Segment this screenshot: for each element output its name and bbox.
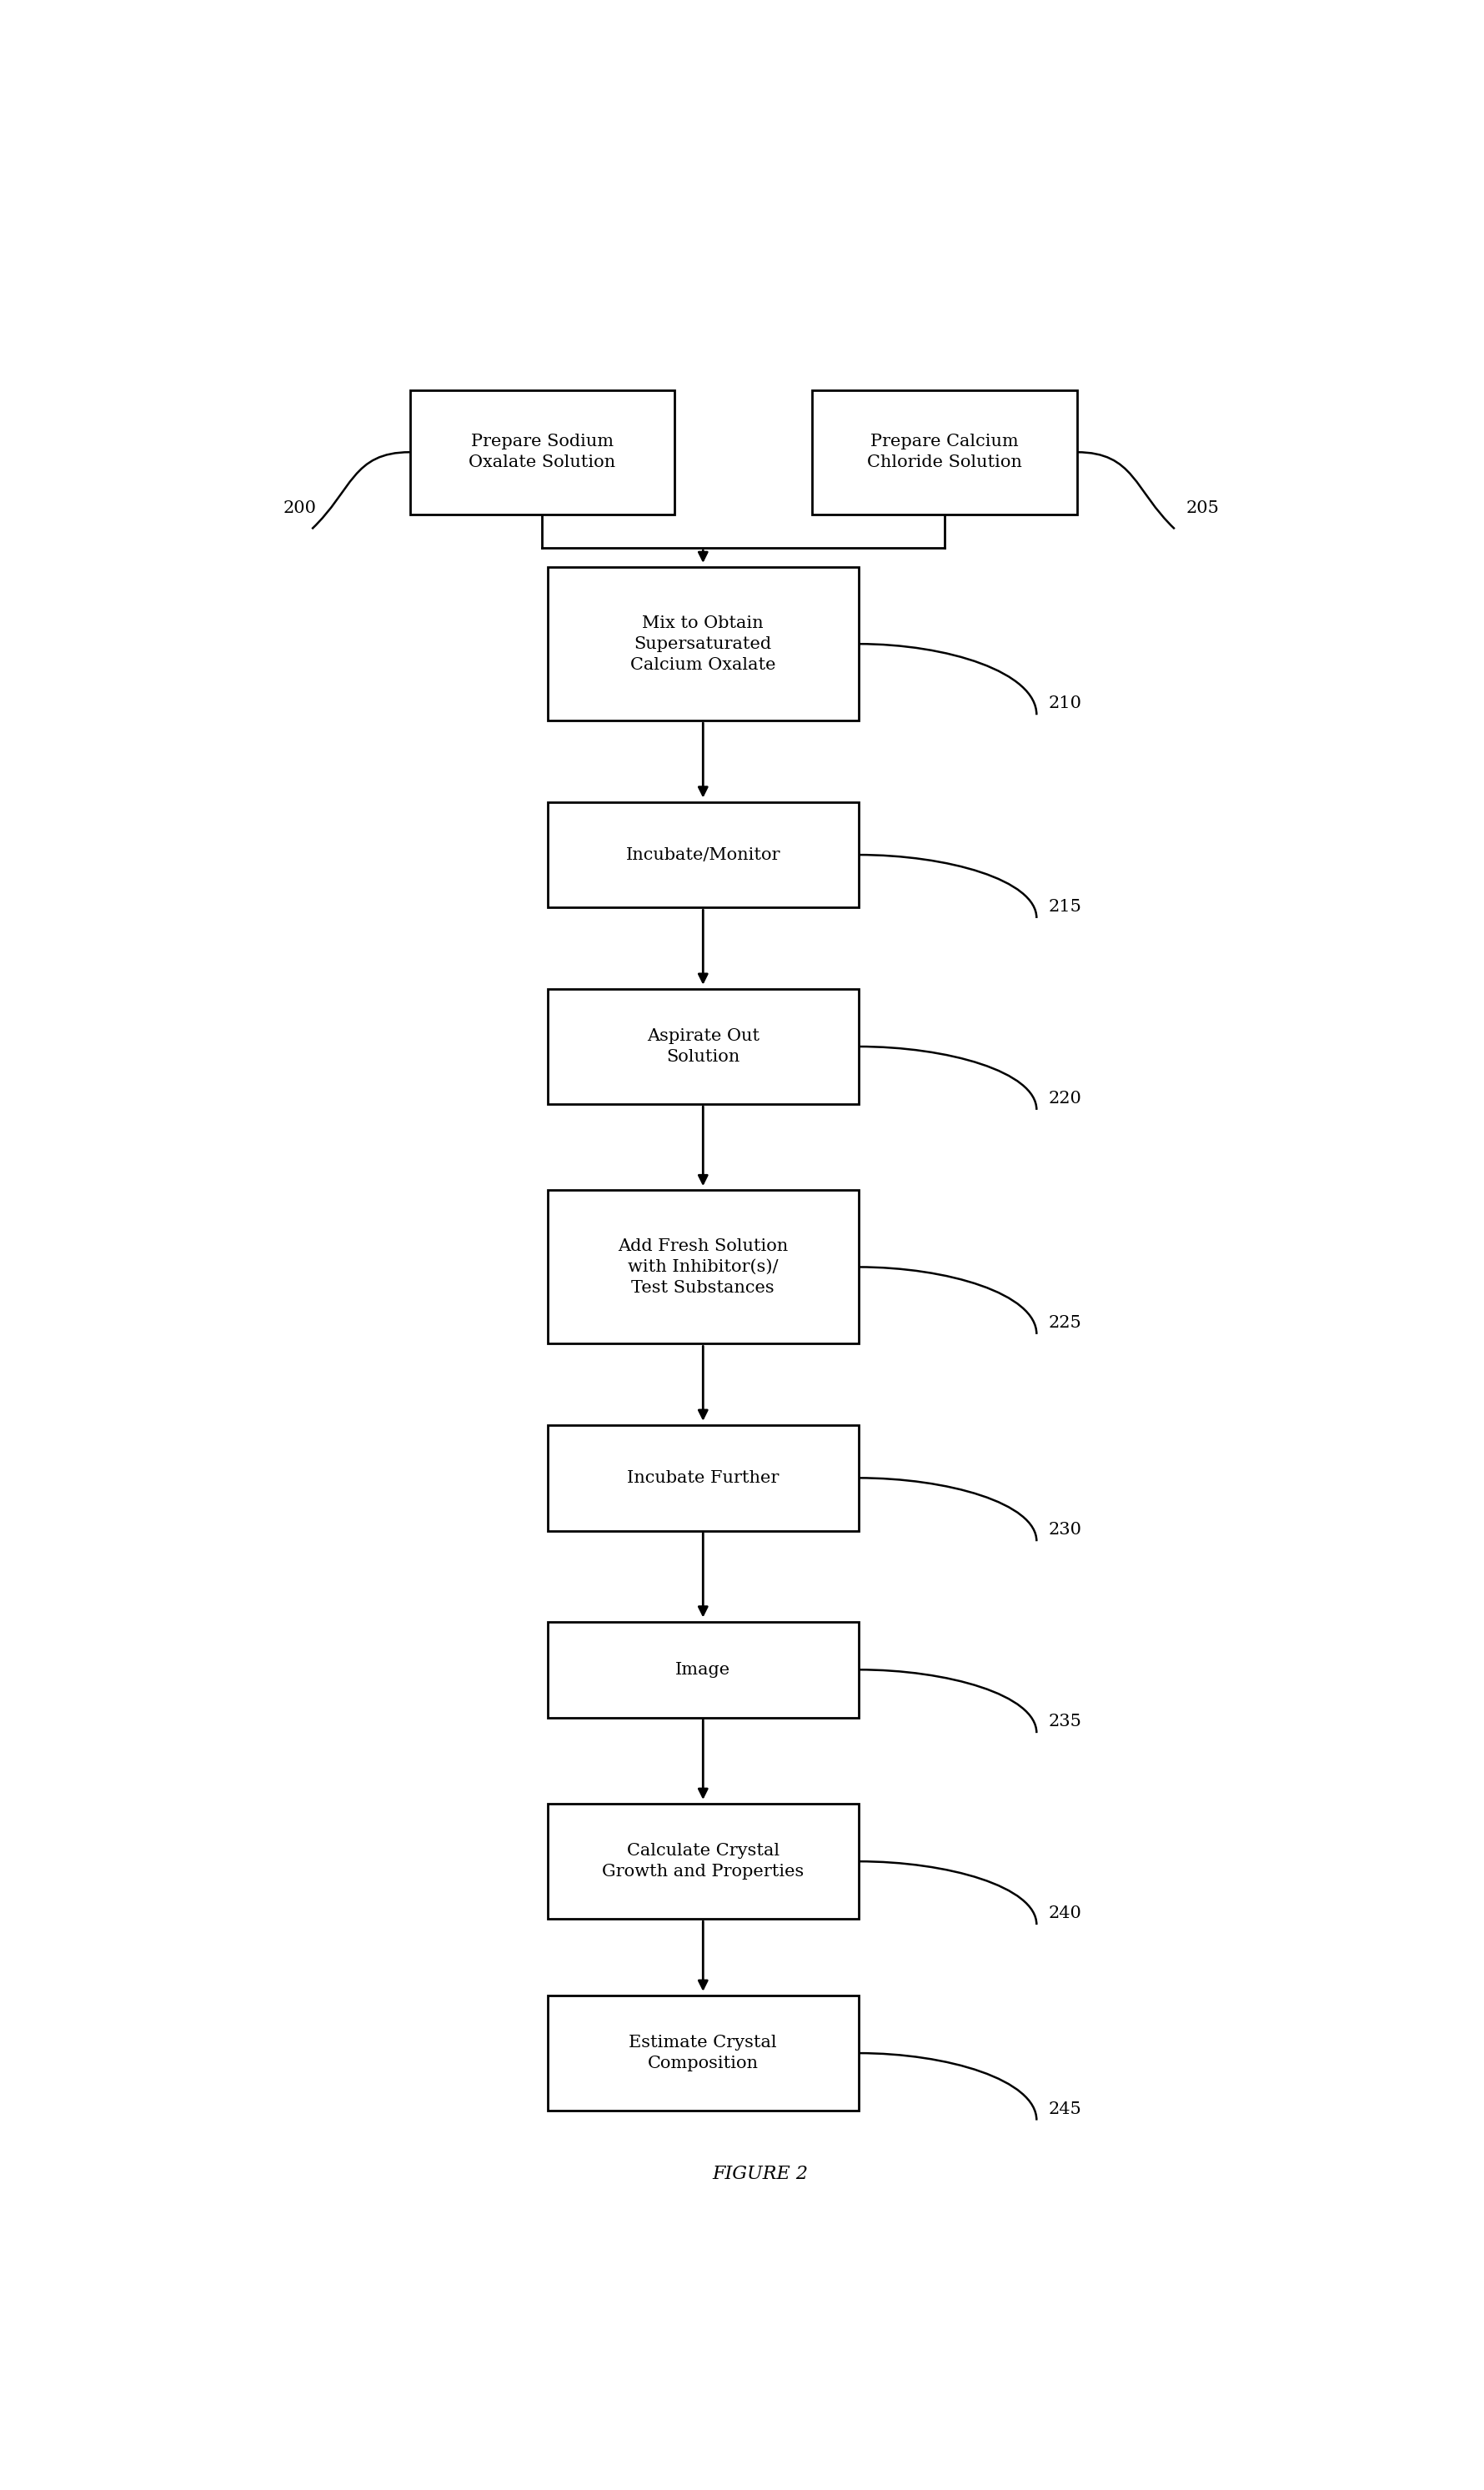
Bar	[548, 989, 858, 1103]
Text: Prepare Sodium
Oxalate Solution: Prepare Sodium Oxalate Solution	[469, 433, 616, 471]
Bar	[548, 1190, 858, 1345]
Text: 200: 200	[283, 500, 316, 515]
Bar	[410, 391, 674, 515]
Bar	[548, 1803, 858, 1920]
Text: Aspirate Out
Solution: Aspirate Out Solution	[647, 1028, 760, 1066]
Text: 230: 230	[1048, 1521, 1082, 1539]
Text: Add Fresh Solution
with Inhibitor(s)/
Test Substances: Add Fresh Solution with Inhibitor(s)/ Te…	[617, 1238, 788, 1295]
Text: 205: 205	[1186, 500, 1220, 515]
Text: Mix to Obtain
Supersaturated
Calcium Oxalate: Mix to Obtain Supersaturated Calcium Oxa…	[631, 615, 776, 672]
Text: 240: 240	[1048, 1905, 1082, 1922]
Text: 235: 235	[1048, 1713, 1082, 1731]
Text: Image: Image	[675, 1661, 730, 1678]
Text: Prepare Calcium
Chloride Solution: Prepare Calcium Chloride Solution	[867, 433, 1022, 471]
Text: 225: 225	[1048, 1315, 1082, 1330]
Text: 210: 210	[1048, 695, 1082, 712]
Text: Incubate/Monitor: Incubate/Monitor	[626, 847, 781, 862]
Text: Estimate Crystal
Composition: Estimate Crystal Composition	[629, 2034, 778, 2072]
Bar	[548, 1621, 858, 1718]
Text: Calculate Crystal
Growth and Properties: Calculate Crystal Growth and Properties	[603, 1843, 804, 1880]
Text: 220: 220	[1048, 1091, 1082, 1106]
Text: Incubate Further: Incubate Further	[628, 1469, 779, 1487]
Text: FIGURE 2: FIGURE 2	[712, 2164, 809, 2184]
Bar	[548, 802, 858, 906]
Bar	[812, 391, 1077, 515]
Bar	[548, 568, 858, 720]
Bar	[548, 1424, 858, 1531]
Bar	[548, 1994, 858, 2112]
Text: 215: 215	[1048, 899, 1082, 914]
Text: 245: 245	[1048, 2102, 1082, 2116]
